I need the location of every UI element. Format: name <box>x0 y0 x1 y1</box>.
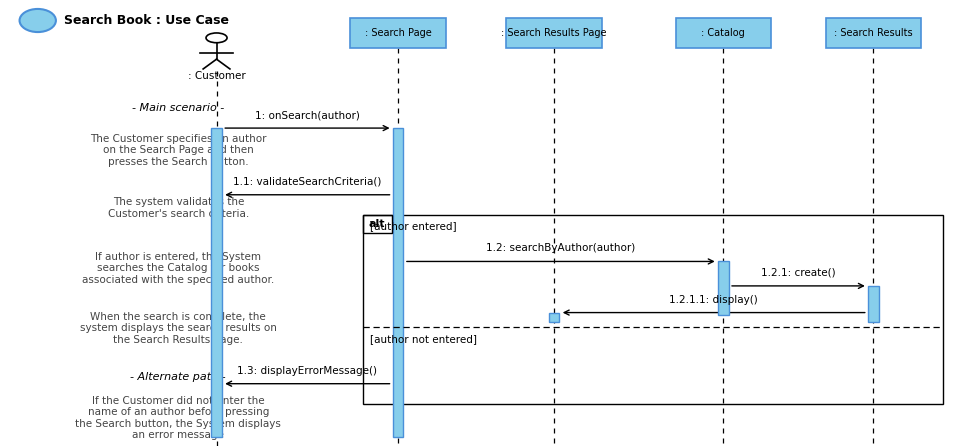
Text: - Alternate path -: - Alternate path - <box>130 372 226 382</box>
Bar <box>363 215 391 233</box>
Text: The system validates the
Customer's search criteria.: The system validates the Customer's sear… <box>107 197 249 219</box>
Text: : Catalog: : Catalog <box>701 28 745 38</box>
Bar <box>211 128 222 437</box>
Text: - Main scenario -: - Main scenario - <box>132 103 224 113</box>
Ellipse shape <box>19 9 56 32</box>
Text: 1.3: displayErrorMessage(): 1.3: displayErrorMessage() <box>238 366 378 376</box>
Text: The Customer specifies an author
on the Search Page and then
presses the Search : The Customer specifies an author on the … <box>90 134 267 167</box>
Text: [author not entered]: [author not entered] <box>370 334 478 344</box>
Text: Search Book : Use Case: Search Book : Use Case <box>63 14 228 27</box>
Text: alt: alt <box>369 219 386 228</box>
Bar <box>506 18 602 48</box>
Bar <box>393 128 404 437</box>
Bar <box>350 18 446 48</box>
Text: If author is entered, the System
searches the Catalog for books
associated with : If author is entered, the System searche… <box>82 251 274 285</box>
Text: [author entered]: [author entered] <box>370 221 457 232</box>
Text: : Customer: : Customer <box>188 71 246 81</box>
Text: If the Customer did not enter the
name of an author before pressing
the Search b: If the Customer did not enter the name o… <box>76 396 281 440</box>
Text: 1.2.1: create(): 1.2.1: create() <box>761 268 835 278</box>
Bar <box>549 313 559 323</box>
Bar <box>675 18 771 48</box>
Bar <box>826 18 922 48</box>
Text: 1.1: validateSearchCriteria(): 1.1: validateSearchCriteria() <box>233 177 382 187</box>
Text: When the search is complete, the
system displays the search results on
the Searc: When the search is complete, the system … <box>80 311 277 345</box>
Bar <box>868 286 878 323</box>
Text: 1.2: searchByAuthor(author): 1.2: searchByAuthor(author) <box>486 243 636 254</box>
Text: : Search Page: : Search Page <box>364 28 432 38</box>
Text: 1: onSearch(author): 1: onSearch(author) <box>255 110 360 120</box>
Text: 1.2.1.1: display(): 1.2.1.1: display() <box>669 295 759 305</box>
Bar <box>718 262 729 315</box>
Bar <box>363 215 944 404</box>
Text: : Search Results: : Search Results <box>834 28 913 38</box>
Text: : Search Results Page: : Search Results Page <box>502 28 607 38</box>
